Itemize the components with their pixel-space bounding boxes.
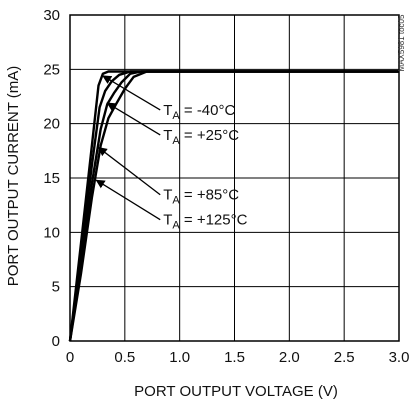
annotation-subscript: A [172,220,180,232]
x-tick-label: 1.5 [224,349,245,366]
annotation-rest: = +125°C [180,212,248,229]
annotation-main: T [163,127,172,144]
y-tick-label: 0 [52,333,60,350]
y-tick-label: 25 [43,61,60,78]
x-tick-label: 2.0 [279,349,300,366]
annotation-arrow-0 [102,75,161,111]
annotation-subscript: A [172,195,180,207]
annotation-main: T [163,187,172,204]
annotation-main: T [163,102,172,119]
annotation-rest: = +25°C [180,127,240,144]
annotation-label-1: TA = +25°C [163,127,239,147]
plot-border [69,14,400,342]
x-tick-label: 3.0 [389,349,410,366]
y-tick-label: 15 [43,170,60,187]
annotation-main: T [163,212,172,229]
annotation-subscript: A [172,110,180,122]
tick-labels: 0 0.5 1.0 1.5 2.0 2.5 3.0 0 5 10 15 20 25 30 [43,7,409,366]
annotation-arrow-1 [106,102,161,136]
grid [70,15,399,341]
annotation-subscript: A [172,135,180,147]
x-tick-label: 2.5 [334,349,355,366]
chart-watermark: MAX5981 toc05 [397,14,406,71]
annotation-rest: = +85°C [180,187,240,204]
series-line-3 [68,70,399,342]
annotation-label-3: TA = +125°C [163,212,247,232]
y-axis-label: PORT OUTPUT CURRENT (mA) [5,66,22,287]
x-axis-label: PORT OUTPUT VOLTAGE (V) [134,383,338,400]
annotations: TA = -40°CTA = +25°CTA = +85°CTA = +125°… [95,75,248,232]
x-tick-label: 1.0 [169,349,190,366]
y-tick-label: 30 [43,7,60,24]
x-tick-label: 0 [66,349,74,366]
annotation-rest: = -40°C [180,102,236,119]
annotation-label-2: TA = +85°C [163,187,239,207]
y-tick-label: 5 [52,279,60,296]
x-tick-label: 0.5 [114,349,135,366]
annotation-label-0: TA = -40°C [163,102,235,122]
y-tick-label: 10 [43,224,60,241]
y-tick-label: 20 [43,116,60,133]
series-group [68,70,399,342]
annotation-arrow-2 [97,147,161,196]
annotation-arrow-3 [95,179,161,221]
plot-frame [69,14,400,342]
